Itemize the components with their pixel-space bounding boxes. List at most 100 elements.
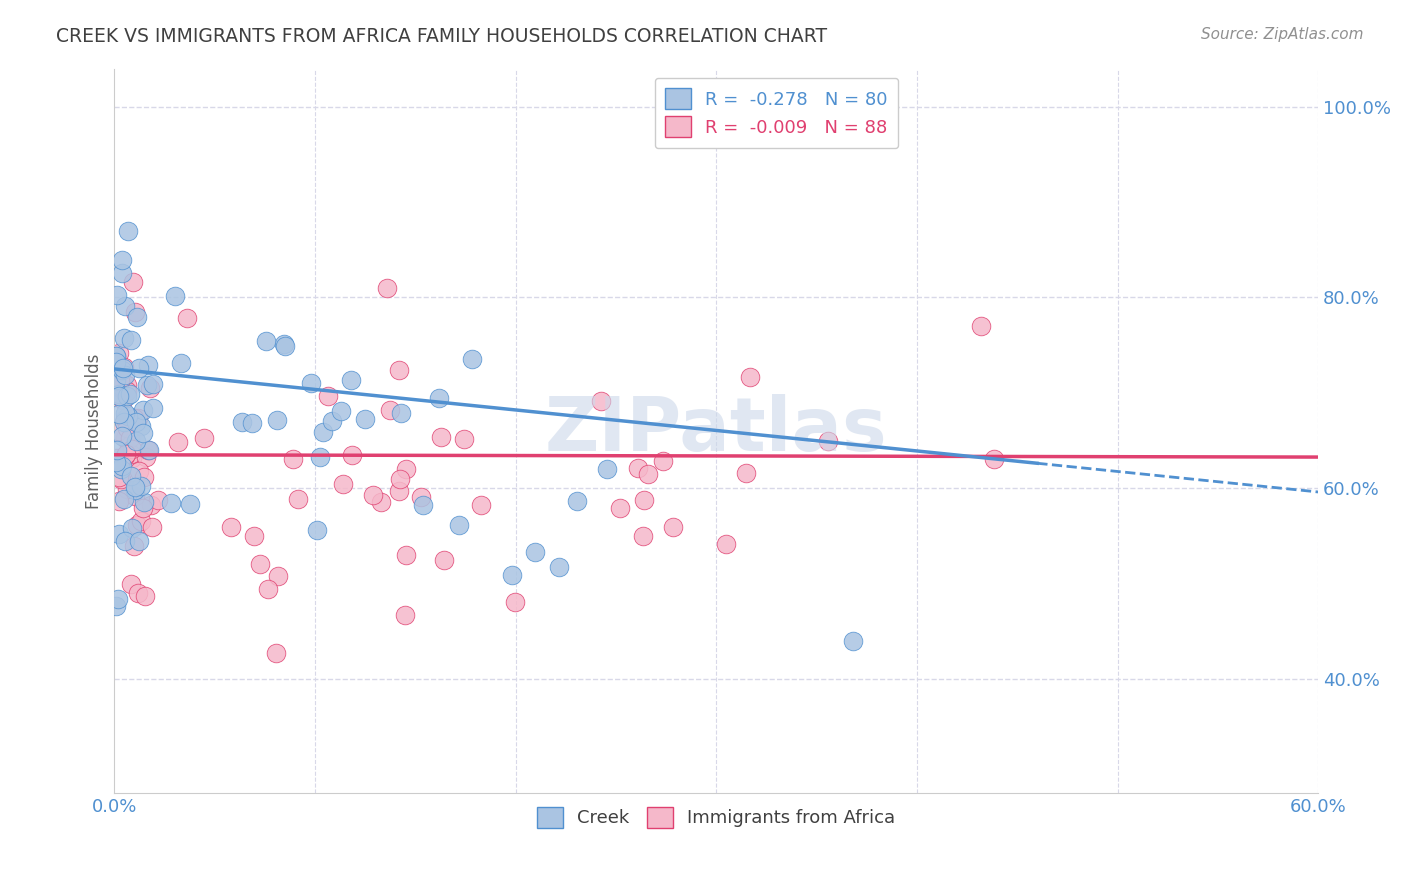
Point (309, 450, 332, 464)
Point (254, 334, 277, 348)
Point (378, 402, 401, 417)
Point (132, 403, 155, 417)
Point (110, 429, 132, 443)
Point (842, 634, 865, 648)
Point (128, 464, 150, 478)
Point (108, 346, 131, 360)
Point (121, 521, 143, 535)
Point (110, 363, 132, 377)
Point (124, 305, 146, 319)
Point (120, 577, 142, 591)
Point (505, 595, 527, 609)
Point (501, 567, 523, 582)
Point (135, 450, 157, 464)
Point (361, 488, 384, 502)
Point (461, 351, 484, 366)
Point (299, 376, 322, 391)
Point (139, 381, 162, 395)
Point (108, 407, 131, 421)
Point (160, 495, 183, 509)
Point (340, 448, 363, 462)
Point (124, 489, 146, 503)
Point (112, 359, 135, 374)
Point (114, 431, 136, 445)
Point (146, 493, 169, 508)
Point (589, 393, 612, 408)
Point (108, 387, 131, 401)
Point (817, 434, 839, 448)
Point (287, 491, 309, 506)
Point (122, 539, 145, 553)
Point (127, 411, 149, 425)
Point (108, 526, 131, 541)
Point (273, 337, 295, 351)
Point (332, 477, 354, 491)
Point (970, 318, 993, 333)
Point (983, 452, 1005, 467)
Point (631, 529, 654, 543)
Point (565, 494, 588, 508)
Point (105, 442, 128, 457)
Point (633, 493, 655, 508)
Point (129, 418, 152, 433)
Point (167, 434, 190, 449)
Point (596, 462, 619, 476)
Point (411, 490, 433, 504)
Point (114, 299, 136, 313)
Point (105, 349, 128, 363)
Point (124, 483, 146, 497)
Point (132, 495, 155, 509)
Point (121, 442, 143, 457)
Point (110, 374, 132, 388)
Point (548, 559, 571, 574)
Point (312, 425, 335, 439)
Point (115, 378, 138, 392)
Point (105, 455, 128, 469)
Point (193, 431, 215, 445)
Y-axis label: Family Households: Family Households (86, 353, 103, 508)
Point (129, 514, 152, 528)
Point (117, 482, 139, 496)
Point (107, 494, 129, 508)
Point (112, 491, 135, 506)
Point (125, 434, 148, 448)
Point (141, 520, 163, 534)
Point (120, 387, 142, 401)
Point (427, 391, 450, 405)
Point (110, 462, 132, 476)
Point (108, 470, 131, 484)
Point (121, 450, 143, 465)
Point (124, 480, 146, 494)
Point (122, 276, 145, 290)
Point (340, 372, 363, 386)
Point (395, 548, 418, 562)
Point (105, 287, 128, 301)
Point (110, 266, 132, 280)
Point (125, 416, 148, 430)
Point (136, 443, 159, 458)
Point (388, 362, 411, 376)
Point (132, 501, 155, 516)
Point (111, 253, 134, 268)
Point (118, 431, 141, 445)
Point (125, 518, 148, 533)
Point (449, 518, 471, 533)
Point (105, 373, 128, 387)
Point (249, 558, 271, 572)
Point (112, 361, 135, 376)
Point (609, 500, 631, 515)
Point (120, 447, 142, 461)
Point (716, 537, 738, 551)
Point (179, 497, 201, 511)
Point (122, 411, 145, 425)
Point (114, 534, 136, 549)
Point (105, 349, 128, 363)
Point (735, 466, 758, 480)
Point (165, 289, 187, 303)
Point (267, 569, 290, 583)
Point (112, 393, 135, 408)
Point (375, 281, 398, 295)
Point (112, 415, 135, 429)
Point (470, 498, 492, 512)
Point (389, 406, 412, 420)
